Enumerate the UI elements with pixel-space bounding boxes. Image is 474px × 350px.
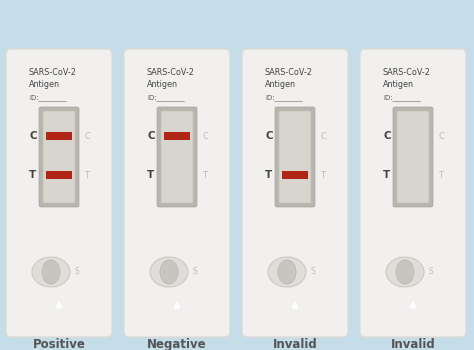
Bar [46,171,72,179]
Text: SARS-CoV-2: SARS-CoV-2 [147,68,195,77]
Text: C: C [320,132,326,141]
Text: T: T [438,170,444,180]
Ellipse shape [32,257,70,287]
FancyBboxPatch shape [397,111,429,203]
FancyBboxPatch shape [279,111,311,203]
FancyBboxPatch shape [275,107,315,207]
FancyBboxPatch shape [360,49,466,337]
Ellipse shape [386,257,424,287]
Text: T: T [202,170,208,180]
Text: C: C [202,132,208,141]
Text: Antigen: Antigen [29,80,60,89]
Ellipse shape [278,260,296,284]
Text: S: S [74,267,79,276]
Text: ID:________: ID:________ [383,94,420,101]
Text: T: T [320,170,326,180]
Text: Antigen: Antigen [265,80,296,89]
Text: S: S [428,267,433,276]
Ellipse shape [160,260,178,284]
Text: C: C [265,131,273,141]
Text: SARS-CoV-2: SARS-CoV-2 [29,68,77,77]
Text: ID:________: ID:________ [29,94,67,101]
Text: T: T [265,170,273,180]
FancyBboxPatch shape [39,107,79,207]
FancyBboxPatch shape [393,107,433,207]
Text: Invalid: Invalid [391,338,436,350]
Bar [164,132,190,140]
FancyBboxPatch shape [157,107,197,207]
Ellipse shape [396,260,414,284]
Ellipse shape [268,257,306,287]
Ellipse shape [150,257,188,287]
Text: T: T [84,170,90,180]
Text: C: C [84,132,90,141]
Text: C: C [29,131,37,141]
Text: Antigen: Antigen [147,80,178,89]
Text: Positive: Positive [33,338,85,350]
Text: C: C [383,131,391,141]
Text: Negative: Negative [147,338,207,350]
FancyBboxPatch shape [242,49,348,337]
Text: Antigen: Antigen [383,80,414,89]
Text: Invalid: Invalid [273,338,318,350]
FancyBboxPatch shape [43,111,75,203]
Ellipse shape [42,260,60,284]
Text: T: T [383,170,391,180]
Bar [282,171,308,179]
Text: SARS-CoV-2: SARS-CoV-2 [383,68,431,77]
Text: S: S [310,267,315,276]
Text: T: T [147,170,155,180]
Text: T: T [29,170,36,180]
FancyBboxPatch shape [161,111,193,203]
Bar [46,132,72,140]
FancyBboxPatch shape [124,49,230,337]
Text: C: C [438,132,444,141]
FancyBboxPatch shape [6,49,112,337]
Text: ID:________: ID:________ [265,94,302,101]
Text: C: C [147,131,155,141]
Text: S: S [192,267,197,276]
Text: SARS-CoV-2: SARS-CoV-2 [265,68,313,77]
Text: ID:________: ID:________ [147,94,185,101]
